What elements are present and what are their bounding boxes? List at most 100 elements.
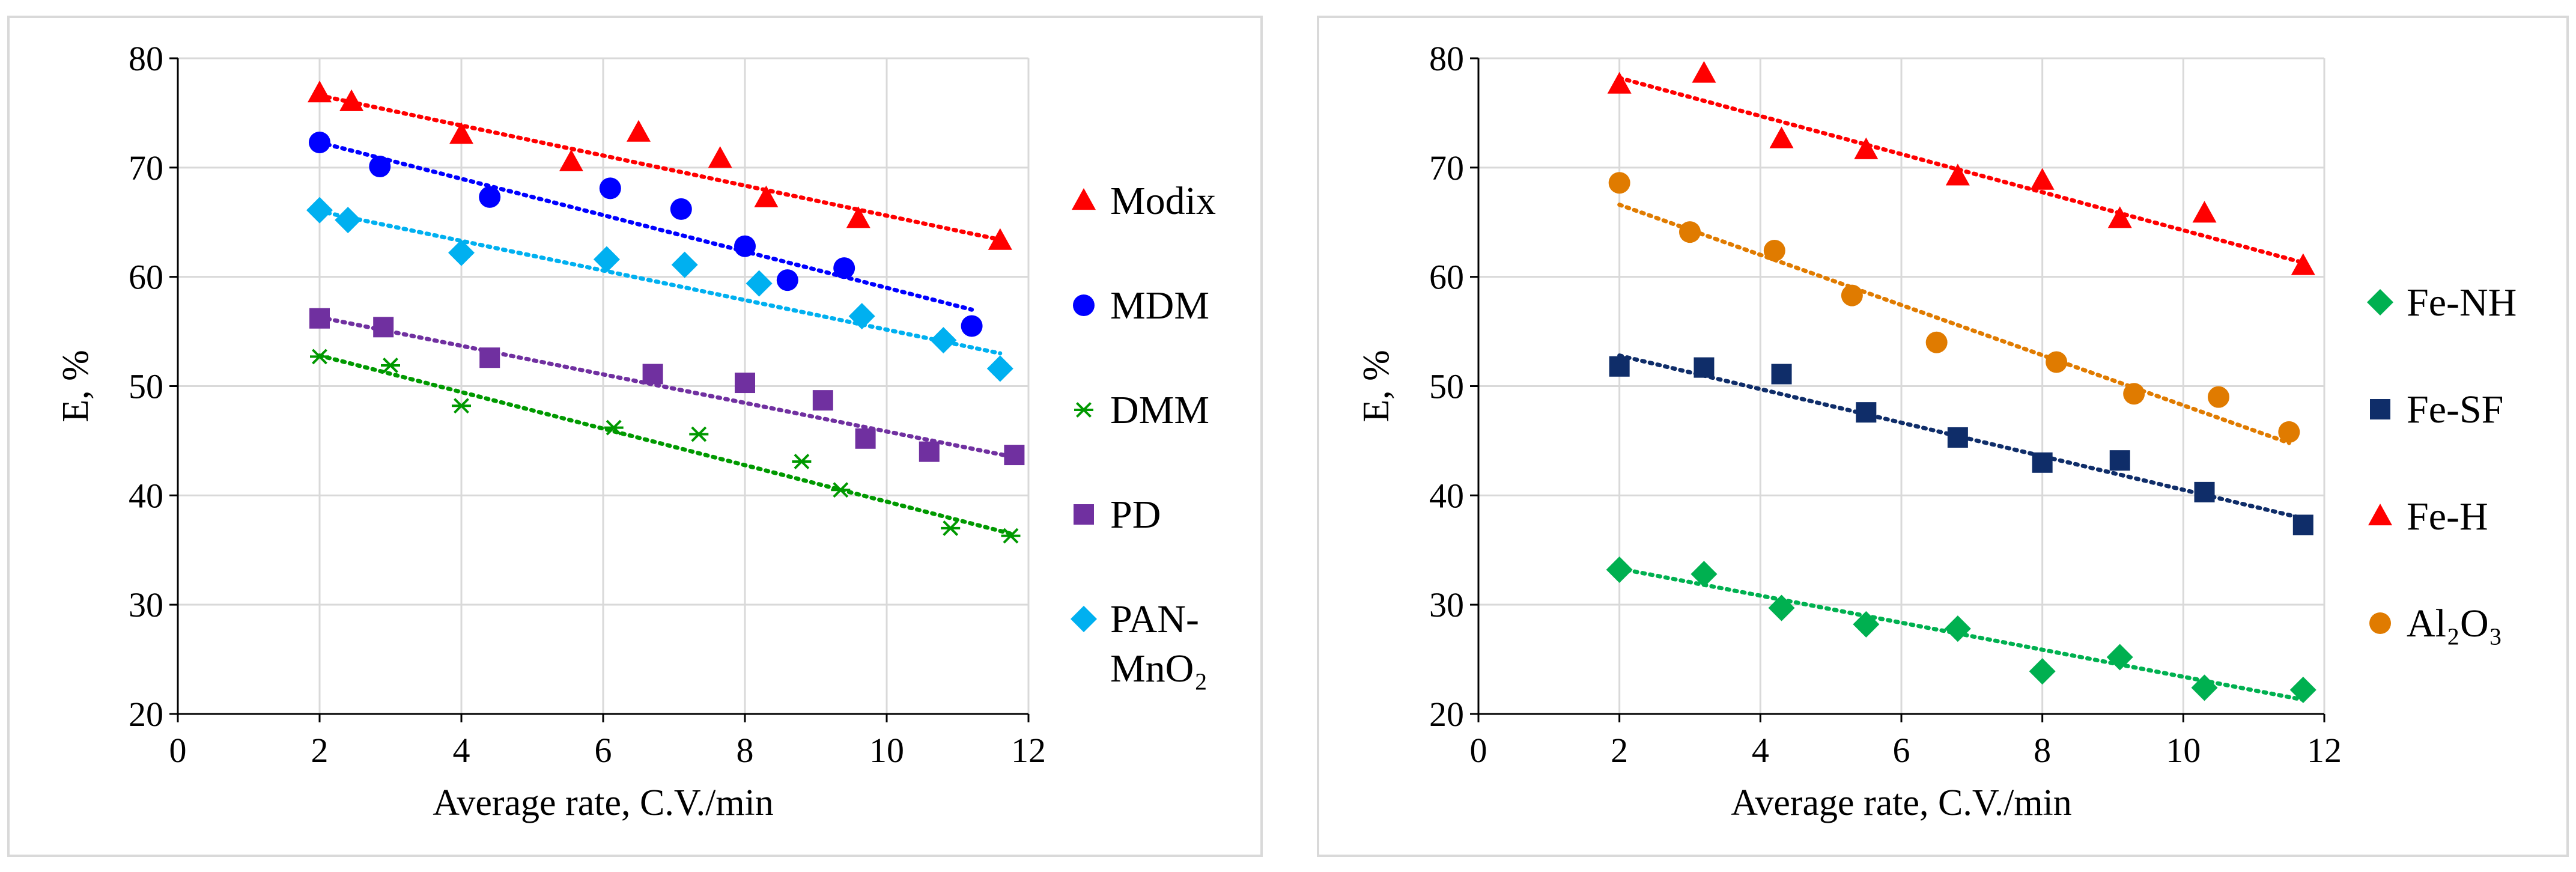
trendline-pan-mno2 xyxy=(317,209,1003,356)
data-point-pan-mno2 xyxy=(671,251,698,278)
series-fe-h xyxy=(1607,61,2315,275)
data-point-fe-nh xyxy=(2106,644,2133,671)
data-point-dmm xyxy=(310,349,329,365)
x-tick-label: 8 xyxy=(737,731,754,770)
data-point-fe-nh xyxy=(1853,611,1880,638)
x-tick-label: 8 xyxy=(2034,731,2051,770)
data-point-fe-h xyxy=(2192,201,2217,223)
data-point-mdm xyxy=(479,186,501,208)
x-tick-label: 2 xyxy=(1611,731,1628,770)
x-tick-label: 4 xyxy=(1752,731,1769,770)
data-point-modix xyxy=(559,149,583,171)
x-tick-label: 6 xyxy=(595,731,612,770)
data-point-pd xyxy=(479,347,500,368)
data-point-al2o3 xyxy=(2208,386,2229,408)
data-point-modix xyxy=(449,122,473,144)
x-axis-title: Average rate, C.V./min xyxy=(1731,782,2072,823)
data-point-pan-mno2 xyxy=(930,327,957,354)
gridlines xyxy=(177,57,1030,715)
y-tick-label: 30 xyxy=(1429,585,1464,624)
trendline-al2o3 xyxy=(1617,203,2291,445)
data-point-mdm xyxy=(599,177,621,200)
x-tick-label: 10 xyxy=(869,731,904,770)
data-point-pd xyxy=(1004,445,1025,466)
data-point-fe-sf xyxy=(1856,402,1877,423)
data-point-pan-mno2 xyxy=(746,270,773,297)
x-tick-label: 12 xyxy=(1011,731,1046,770)
y-tick-label: 70 xyxy=(1429,148,1464,188)
legend-marker-pan-mno2 xyxy=(1071,606,1097,632)
y-tick-label: 50 xyxy=(1429,367,1464,406)
x-tick-label: 4 xyxy=(453,731,470,770)
data-point-dmm xyxy=(941,520,961,536)
data-point-modix xyxy=(754,185,779,207)
trendline-dmm xyxy=(317,353,1013,536)
legend-marker-dmm xyxy=(1074,402,1093,418)
legend-label-fe-sf: Fe-SF xyxy=(2407,388,2503,431)
y-tick-label: 30 xyxy=(129,585,163,624)
data-point-dmm xyxy=(1001,528,1021,544)
data-point-modix xyxy=(708,146,732,168)
trendline-modix xyxy=(317,93,1003,242)
data-point-fe-h xyxy=(1854,137,1879,159)
legend-label-dmm: DMM xyxy=(1110,388,1209,432)
data-point-fe-sf xyxy=(1771,364,1792,385)
data-point-modix xyxy=(988,228,1012,250)
y-tick-label: 40 xyxy=(1429,476,1464,515)
data-point-pd xyxy=(373,317,394,338)
gridlines xyxy=(1477,57,2325,715)
data-point-fe-nh xyxy=(2029,658,2056,685)
data-point-fe-nh xyxy=(1944,615,1971,642)
legend-label-mdm: MDM xyxy=(1110,284,1209,328)
legend-marker-mdm xyxy=(1073,294,1095,316)
legend-marker-al2o3 xyxy=(2369,612,2391,634)
legend-label-fe-h: Fe-H xyxy=(2407,495,2488,538)
data-point-fe-sf xyxy=(2194,481,2215,502)
legend-marker-fe-nh xyxy=(2367,289,2393,316)
data-point-fe-nh xyxy=(1768,594,1795,621)
legend-label-pd: PD xyxy=(1110,493,1161,537)
data-point-fe-sf xyxy=(1694,357,1715,378)
y-axis-title: E, % xyxy=(55,350,96,422)
series-modix xyxy=(308,81,1012,250)
series-fe-nh xyxy=(1606,556,2316,703)
legend-marker-pd xyxy=(1074,504,1094,525)
data-point-dmm xyxy=(604,419,624,436)
x-tick-label: 6 xyxy=(1893,731,1910,770)
data-point-fe-nh xyxy=(1606,556,1633,583)
chart-left-svg: 20 30 40 50 60 70 80 0 2 4 6 8 10 12 Average rate, C.V… xyxy=(55,39,1216,823)
data-point-mdm xyxy=(670,198,692,220)
data-point-pd xyxy=(812,390,833,411)
data-point-pd xyxy=(309,308,330,329)
data-point-al2o3 xyxy=(1679,221,1701,243)
y-tick-label: 80 xyxy=(1429,39,1464,78)
legend: Modix MDM DMM PD PAN- MnO₂ xyxy=(1071,179,1216,691)
chart-panel-right: 20 30 40 50 60 70 80 0 2 4 6 8 10 12 Average rate, C.V… xyxy=(1317,16,2569,857)
data-point-dmm xyxy=(381,358,400,373)
data-point-fe-nh xyxy=(2289,676,2316,703)
data-point-fe-h xyxy=(2291,253,2315,275)
x-tick-label: 0 xyxy=(169,731,187,770)
data-point-fe-sf xyxy=(1947,427,1968,448)
x-tick-label: 0 xyxy=(1470,731,1487,770)
x-axis-title: Average rate, C.V./min xyxy=(433,782,774,823)
data-point-al2o3 xyxy=(1925,331,1948,353)
x-tick-label: 2 xyxy=(311,731,329,770)
chart-right-svg: 20 30 40 50 60 70 80 0 2 4 6 8 10 12 Average rate, C.V… xyxy=(1356,39,2517,823)
x-tick-label: 12 xyxy=(2307,731,2342,770)
data-point-mdm xyxy=(776,269,798,291)
data-point-pan-mno2 xyxy=(593,246,620,273)
legend-marker-fe-h xyxy=(2368,504,2392,526)
data-point-al2o3 xyxy=(2046,351,2068,373)
y-tick-label: 80 xyxy=(129,39,163,78)
legend-label-pan-mno2: PAN- xyxy=(1110,597,1199,641)
data-point-mdm xyxy=(309,132,330,154)
data-point-mdm xyxy=(961,315,983,337)
data-point-fe-sf xyxy=(2109,450,2130,471)
data-point-fe-nh xyxy=(2191,674,2218,701)
data-point-dmm xyxy=(689,426,709,442)
series-pd xyxy=(309,308,1025,466)
data-point-fe-sf xyxy=(2292,514,2313,535)
data-point-pan-mno2 xyxy=(335,207,362,234)
legend-marker-modix xyxy=(1072,188,1096,210)
